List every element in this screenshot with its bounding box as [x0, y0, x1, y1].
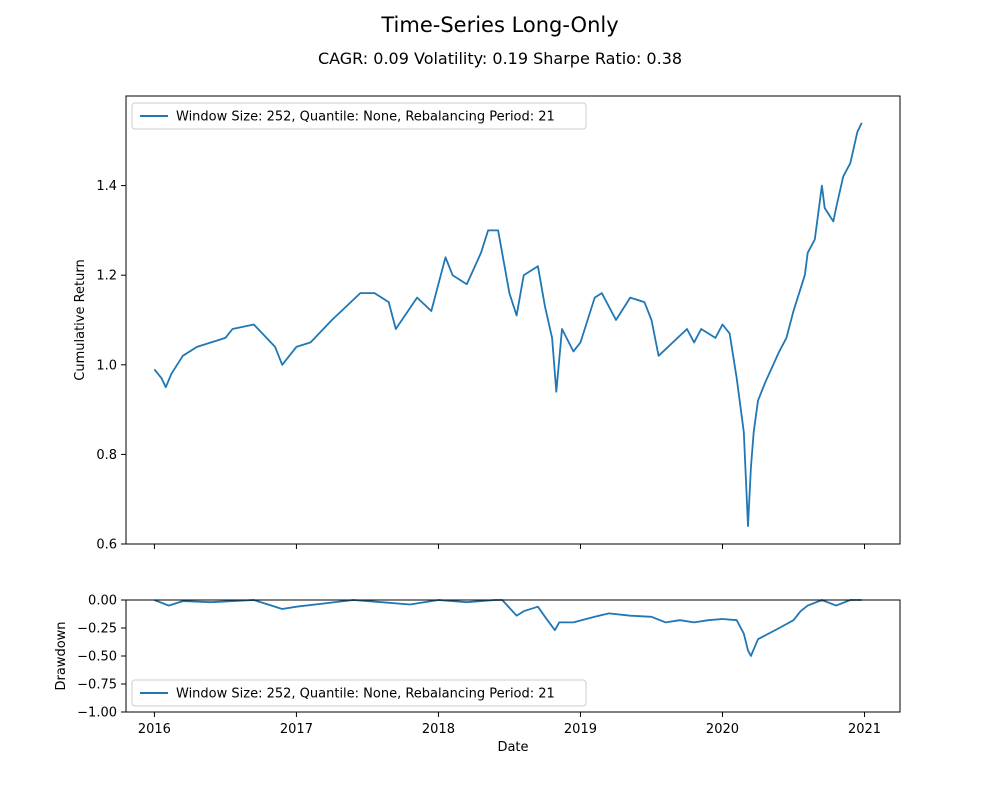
legend: Window Size: 252, Quantile: None, Rebala… — [131, 679, 587, 707]
y-tick-label: 0.00 — [88, 594, 117, 609]
x-tick-label: 2021 — [848, 722, 881, 737]
x-tick-label: 2019 — [564, 722, 597, 737]
y-tick-label: −0.50 — [77, 650, 117, 665]
y-tick-label: −0.25 — [77, 622, 117, 637]
y-tick-label: 1.4 — [96, 179, 117, 194]
cumulative-return-panel: 0.6 0.8 1.0 1.2 1.4 Cumulative Return Window S… — [73, 95, 901, 553]
legend-label: Window Size: 252, Quantile: None, Rebala… — [176, 687, 555, 702]
figure-subtitle: CAGR: 0.09 Volatility: 0.19 Sharpe Ratio… — [318, 49, 682, 68]
legend-box — [131, 679, 587, 707]
y-tick-label: 1.2 — [96, 269, 117, 284]
figure-title: Time-Series Long-Only — [380, 13, 618, 37]
legend-label: Window Size: 252, Quantile: None, Rebala… — [176, 110, 555, 125]
x-tick-label: 2018 — [422, 722, 455, 737]
axes-frame — [125, 95, 901, 545]
y-tick-label: 0.6 — [96, 538, 117, 553]
legend-box — [131, 102, 587, 130]
x-tick-label: 2020 — [706, 722, 739, 737]
series-line-0 — [154, 599, 862, 657]
y-axis-label: Drawdown — [54, 621, 69, 690]
x-tick-label: 2016 — [138, 722, 171, 737]
legend: Window Size: 252, Quantile: None, Rebala… — [131, 102, 587, 130]
x-tick-label: 2017 — [280, 722, 313, 737]
y-tick-label: −0.75 — [77, 678, 117, 693]
drawdown-panel: −1.00 −0.75 −0.50 −0.25 0.00 2016 2017 2018 2019… — [54, 594, 901, 755]
x-axis-label: Date — [497, 740, 528, 755]
y-axis-label: Cumulative Return — [73, 259, 88, 380]
y-tick-label: 0.8 — [96, 448, 117, 463]
y-tick-label: −1.00 — [77, 706, 117, 721]
series-line-0 — [153, 122, 863, 527]
y-tick-label: 1.0 — [96, 358, 117, 373]
